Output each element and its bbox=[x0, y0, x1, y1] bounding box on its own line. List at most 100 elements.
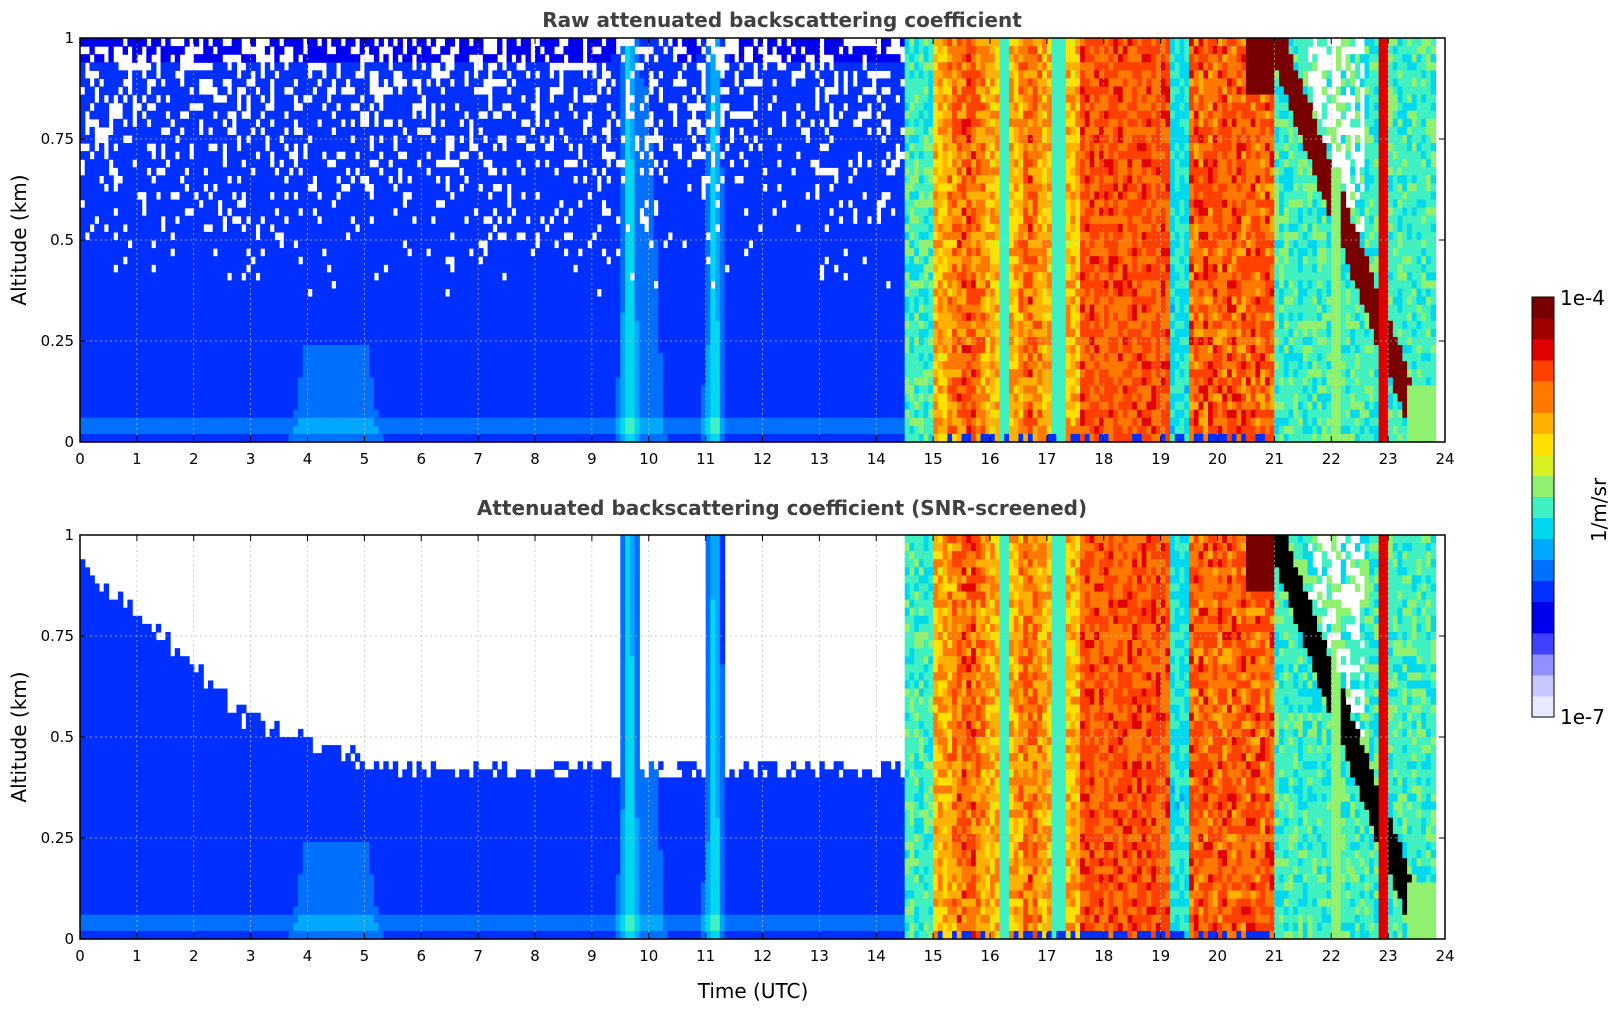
heatmap-cell bbox=[175, 345, 180, 354]
heatmap-cell bbox=[127, 200, 132, 209]
heatmap-cell bbox=[137, 167, 142, 176]
heatmap-cell bbox=[194, 385, 199, 394]
heatmap-cell bbox=[80, 103, 85, 112]
heatmap-cell bbox=[113, 62, 118, 71]
heatmap-cell bbox=[184, 288, 189, 297]
heatmap-cell bbox=[123, 240, 128, 249]
heatmap-cell bbox=[89, 175, 94, 184]
heatmap-cell bbox=[113, 402, 118, 411]
heatmap-cell bbox=[89, 272, 94, 281]
heatmap-cell bbox=[85, 272, 90, 281]
heatmap-cell bbox=[89, 143, 94, 152]
heatmap-cell bbox=[194, 418, 199, 427]
heatmap-cell bbox=[156, 159, 161, 168]
heatmap-cell bbox=[108, 86, 113, 95]
heatmap-cell bbox=[165, 208, 170, 217]
heatmap-cell bbox=[208, 232, 213, 241]
heatmap-cell bbox=[156, 143, 161, 152]
heatmap-cell bbox=[184, 426, 189, 435]
heatmap-cell bbox=[85, 248, 90, 257]
heatmap-cell bbox=[89, 288, 94, 297]
heatmap-cell bbox=[80, 62, 85, 71]
heatmap-cell bbox=[142, 216, 147, 225]
heatmap-cell bbox=[208, 119, 213, 128]
heatmap-cell bbox=[146, 410, 151, 419]
heatmap-cell bbox=[180, 192, 185, 201]
heatmap-cell bbox=[175, 394, 180, 403]
heatmap-cell bbox=[127, 232, 132, 241]
heatmap-cell bbox=[85, 313, 90, 322]
heatmap-cell bbox=[194, 78, 199, 87]
heatmap-cell bbox=[146, 305, 151, 314]
heatmap-cell bbox=[113, 240, 118, 249]
heatmap-cell bbox=[127, 361, 132, 370]
heatmap-cell bbox=[118, 38, 123, 47]
heatmap-cell bbox=[104, 256, 109, 265]
heatmap-cell bbox=[161, 426, 166, 435]
heatmap-cell bbox=[161, 264, 166, 273]
heatmap-cell bbox=[184, 240, 189, 249]
heatmap-cell bbox=[94, 192, 99, 201]
heatmap-cell bbox=[208, 167, 213, 176]
heatmap-cell bbox=[80, 345, 85, 354]
heatmap-cell bbox=[104, 353, 109, 362]
heatmap-cell bbox=[180, 240, 185, 249]
heatmap-cell bbox=[94, 329, 99, 338]
heatmap-cell bbox=[170, 313, 175, 322]
heatmap-cell bbox=[198, 151, 203, 160]
heatmap-cell bbox=[165, 256, 170, 265]
heatmap-cell bbox=[89, 159, 94, 168]
heatmap-cell bbox=[108, 313, 113, 322]
heatmap-cell bbox=[194, 329, 199, 338]
heatmap-cell bbox=[198, 410, 203, 419]
heatmap-cell bbox=[99, 95, 104, 104]
heatmap-cell bbox=[99, 70, 104, 79]
heatmap-cell bbox=[118, 305, 123, 314]
heatmap-cell bbox=[127, 353, 132, 362]
heatmap-cell bbox=[151, 38, 156, 47]
heatmap-cell bbox=[175, 418, 180, 427]
heatmap-cell bbox=[198, 208, 203, 217]
heatmap-cell bbox=[99, 345, 104, 354]
heatmap-cell bbox=[85, 38, 90, 47]
heatmap-cell bbox=[127, 418, 132, 427]
heatmap-cell bbox=[94, 305, 99, 314]
heatmap-cell bbox=[161, 385, 166, 394]
heatmap-cell bbox=[99, 216, 104, 225]
heatmap-cell bbox=[165, 86, 170, 95]
heatmap-cell bbox=[142, 280, 147, 289]
heatmap-cell bbox=[161, 329, 166, 338]
heatmap-cell bbox=[203, 410, 208, 419]
heatmap-cell bbox=[156, 111, 161, 120]
heatmap-cell bbox=[170, 111, 175, 120]
heatmap-cell bbox=[123, 216, 128, 225]
heatmap-cell bbox=[89, 385, 94, 394]
heatmap-cell bbox=[142, 232, 147, 241]
heatmap-cell bbox=[118, 151, 123, 160]
heatmap-cell bbox=[118, 119, 123, 128]
heatmap-cell bbox=[184, 70, 189, 79]
heatmap-cell bbox=[85, 321, 90, 330]
heatmap-cell bbox=[80, 216, 85, 225]
heatmap-cell bbox=[194, 151, 199, 160]
heatmap-cell bbox=[104, 38, 109, 47]
heatmap-cell bbox=[118, 418, 123, 427]
heatmap-cell bbox=[123, 127, 128, 136]
heatmap-cell bbox=[146, 272, 151, 281]
heatmap-cell bbox=[151, 111, 156, 120]
heatmap-cell bbox=[203, 329, 208, 338]
heatmap-cell bbox=[99, 385, 104, 394]
heatmap-cell bbox=[175, 111, 180, 120]
heatmap-cell bbox=[104, 86, 109, 95]
heatmap-cell bbox=[175, 183, 180, 192]
heatmap-cell bbox=[194, 38, 199, 47]
heatmap-cell bbox=[89, 369, 94, 378]
heatmap-cell bbox=[127, 216, 132, 225]
heatmap-cell bbox=[89, 86, 94, 95]
heatmap-cell bbox=[170, 151, 175, 160]
heatmap-cell bbox=[208, 216, 213, 225]
heatmap-cell bbox=[137, 127, 142, 136]
heatmap-cell bbox=[127, 305, 132, 314]
heatmap-cell bbox=[146, 240, 151, 249]
heatmap-cell bbox=[137, 208, 142, 217]
